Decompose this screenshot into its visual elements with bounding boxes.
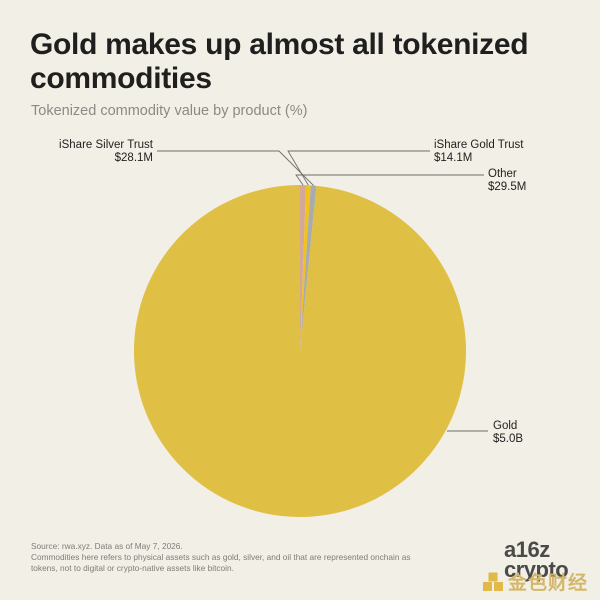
- leader-line-ishare-silver-trust: [157, 150, 314, 186]
- watermark-text: 金色财经: [508, 572, 589, 594]
- source-note: Source: rwa.xyz. Data as of May 7, 2026.: [31, 541, 183, 551]
- leader-line-other: [295, 174, 484, 186]
- slice-value-gold: $5.0B: [493, 433, 523, 445]
- pie-slice-ishare-gold-trust: [300, 185, 311, 351]
- definition-note-line-2: tokens, not to digital or crypto-native …: [31, 563, 234, 573]
- chart-title: Gold makes up almost all tokenized commo…: [30, 28, 529, 95]
- slice-label-other: Other: [488, 168, 517, 180]
- slice-value-ishare-silver-trust: $28.1M: [115, 152, 153, 164]
- pie-slice-ishare-silver-trust: [300, 185, 317, 351]
- slice-label-gold: Gold: [493, 420, 517, 432]
- watermark: 金色财经: [482, 568, 588, 595]
- footnote: Source: rwa.xyz. Data as of May 7, 2026.…: [31, 541, 471, 574]
- slice-label-ishare-silver-trust: iShare Silver Trust: [59, 139, 154, 151]
- pie-slice-other: [300, 185, 307, 351]
- a16z-crypto-logo: a16z crypto 金色财经: [482, 537, 592, 596]
- slice-label-ishare-gold-trust: iShare Gold Trust: [434, 139, 524, 151]
- watermark-icon: [483, 572, 503, 591]
- chart-subtitle: Tokenized commodity value by product (%): [31, 103, 308, 119]
- slice-value-other: $29.5M: [488, 181, 526, 193]
- pie-slice-gold: [133, 185, 466, 517]
- definition-note-line-1: Commodities here refers to physical asse…: [31, 552, 411, 562]
- slice-value-ishare-gold-trust: $14.1M: [434, 152, 472, 164]
- logo-text: a16z crypto: [504, 537, 569, 582]
- leader-line-ishare-gold-trust: [287, 150, 430, 186]
